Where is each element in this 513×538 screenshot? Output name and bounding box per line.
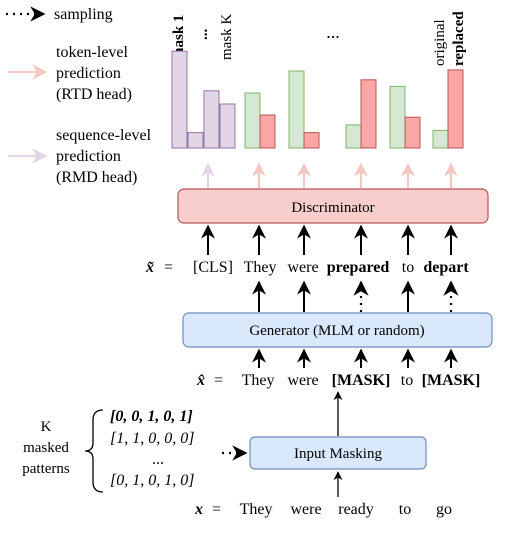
- bar-label-mask-1: mask 1: [171, 15, 187, 60]
- x-symbol: x: [194, 501, 203, 518]
- x-token-ready: ready: [338, 501, 374, 518]
- bar-label-original: original: [432, 19, 448, 66]
- x-hat-token-were: were: [287, 372, 318, 389]
- legend-token-line-3: (RTD head): [56, 86, 132, 103]
- x-hat-symbol: x̂: [196, 372, 205, 389]
- discriminator-label: Discriminator: [291, 200, 374, 216]
- x-hat-token-mask-1: [MASK]: [332, 372, 391, 389]
- patterns-label-line-3: patterns: [22, 461, 70, 477]
- bar-label-middle-dots: ...: [326, 22, 340, 42]
- masked-patterns: K masked patterns [0, 0, 1, 0, 1] [1, 1,…: [22, 408, 194, 493]
- pattern-row-k: [0, 1, 0, 1, 0]: [110, 472, 194, 489]
- x-token-were: were: [290, 501, 321, 518]
- x-hat-eq: =: [214, 372, 223, 389]
- xhat-to-gen-arrows: [252, 348, 458, 368]
- legend-token-line-2: prediction: [56, 65, 121, 82]
- bar-label-dots: ...: [195, 29, 211, 41]
- rmd-bar-g1-1: [171, 50, 188, 149]
- patterns-label-line-1: K: [41, 419, 52, 435]
- x-tilde-symbol: x̃: [145, 259, 154, 276]
- x-tilde-row: x̃ = [CLS] They were prepared to depart: [145, 259, 469, 276]
- replaced-bar-g2-2: [259, 114, 276, 149]
- patterns-brace: [84, 409, 104, 493]
- pattern-row-2: [1, 1, 0, 0, 0]: [110, 430, 194, 447]
- x-input-row: x = They were ready to go: [194, 501, 452, 518]
- replaced-bar-g5-2: [404, 116, 421, 149]
- x-token-to: to: [399, 501, 411, 518]
- bar-label-mask-k: mask K: [219, 14, 235, 60]
- rmd-bar-g1-2: [187, 132, 204, 149]
- original-bar-g6-1: [432, 129, 449, 149]
- head-arrows: [201, 162, 458, 188]
- x-token-go: go: [436, 501, 452, 518]
- prediction-bars: [171, 50, 464, 149]
- patterns-label-line-2: masked: [23, 440, 69, 456]
- generator-label: Generator (MLM or random): [249, 323, 424, 339]
- x-tilde-token-depart: depart: [423, 259, 469, 276]
- replaced-bar-g3-2: [303, 132, 320, 149]
- x-eq: =: [212, 501, 221, 518]
- xtilde-to-disc-arrows: [201, 224, 458, 255]
- rmd-bar-g1-4: [219, 103, 236, 149]
- x-hat-token-mask-2: [MASK]: [422, 372, 481, 389]
- x-hat-token-they: They: [242, 372, 275, 389]
- replaced-bar-g6-2: [447, 69, 464, 149]
- replaced-bar-g4-2: [360, 79, 377, 149]
- input-masking-box: Input Masking: [249, 436, 427, 470]
- x-tilde-token-cls: [CLS]: [193, 259, 233, 276]
- original-bar-g3-1: [288, 70, 305, 149]
- legend-sampling-label: sampling: [54, 6, 113, 23]
- generator-box: Generator (MLM or random): [182, 312, 493, 348]
- x-tilde-token-prepared: prepared: [327, 259, 390, 276]
- x-tilde-token-to: to: [402, 259, 414, 276]
- original-bar-g5-1: [389, 85, 406, 149]
- legend: sampling token-level prediction (RTD hea…: [6, 6, 152, 186]
- bar-labels: mask 1 ... mask K ... original replaced: [171, 11, 467, 66]
- bar-label-replaced: replaced: [451, 11, 467, 66]
- pattern-row-ellipsis: ...: [152, 451, 164, 468]
- legend-token-line-1: token-level: [56, 44, 129, 61]
- x-tilde-token-they: They: [244, 259, 277, 276]
- pattern-row-1: [0, 0, 1, 0, 1]: [110, 408, 193, 425]
- legend-sequence-line-2: prediction: [56, 148, 121, 165]
- original-bar-g2-1: [244, 92, 261, 149]
- rmd-bar-g1-3: [203, 90, 220, 149]
- x-hat-token-to: to: [401, 372, 413, 389]
- input-masking-label: Input Masking: [294, 446, 382, 462]
- x-token-they: They: [240, 501, 273, 518]
- legend-sequence-line-1: sequence-level: [56, 127, 152, 144]
- x-tilde-token-were: were: [287, 259, 318, 276]
- original-bar-g4-1: [345, 124, 362, 149]
- legend-sequence-line-3: (RMD head): [56, 169, 137, 186]
- x-tilde-eq: =: [164, 259, 173, 276]
- discriminator-box: Discriminator: [177, 188, 489, 224]
- x-hat-row: x̂ = They were [MASK] to [MASK]: [196, 372, 480, 389]
- gen-to-xtilde-arrows: [252, 280, 459, 312]
